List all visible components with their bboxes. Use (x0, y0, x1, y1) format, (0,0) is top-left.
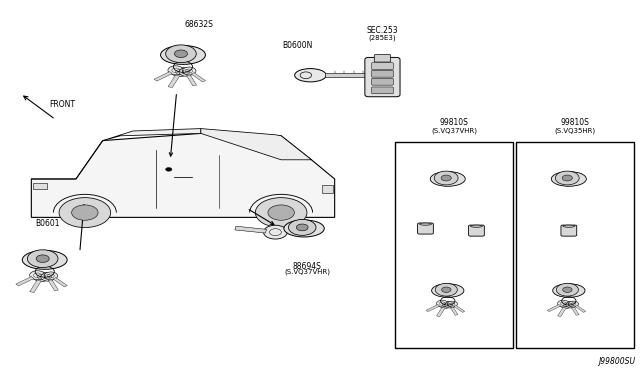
Circle shape (568, 301, 579, 307)
Text: (S.VQ37VHR): (S.VQ37VHR) (284, 268, 330, 275)
FancyBboxPatch shape (372, 63, 394, 70)
Ellipse shape (284, 220, 324, 237)
Polygon shape (168, 75, 180, 88)
Circle shape (33, 272, 50, 282)
Circle shape (441, 175, 451, 181)
FancyBboxPatch shape (417, 223, 433, 234)
Text: (S.VQ35HR): (S.VQ35HR) (555, 128, 596, 134)
Text: FRONT: FRONT (49, 100, 75, 109)
Polygon shape (547, 305, 561, 312)
Polygon shape (575, 305, 586, 312)
Circle shape (28, 250, 58, 267)
Circle shape (556, 283, 579, 296)
Bar (33, 183, 47, 189)
Circle shape (566, 302, 577, 308)
Ellipse shape (294, 68, 326, 82)
Circle shape (166, 167, 172, 171)
Polygon shape (451, 307, 458, 315)
Polygon shape (201, 129, 312, 160)
Ellipse shape (553, 284, 585, 297)
Polygon shape (426, 305, 440, 312)
Circle shape (435, 171, 458, 185)
Ellipse shape (419, 223, 431, 225)
Circle shape (436, 300, 448, 307)
Circle shape (560, 301, 573, 308)
FancyBboxPatch shape (561, 225, 577, 236)
Circle shape (41, 273, 55, 281)
Polygon shape (186, 75, 196, 86)
Circle shape (172, 67, 188, 77)
Circle shape (556, 171, 579, 185)
Polygon shape (102, 129, 201, 141)
Bar (516, 142, 634, 349)
FancyBboxPatch shape (372, 87, 394, 94)
Circle shape (289, 219, 316, 235)
Polygon shape (235, 226, 267, 233)
Text: J99800SU: J99800SU (598, 357, 636, 366)
Circle shape (557, 300, 569, 307)
Circle shape (168, 66, 184, 75)
Polygon shape (53, 278, 67, 287)
Circle shape (182, 67, 196, 75)
Circle shape (179, 68, 193, 76)
Circle shape (255, 198, 307, 228)
FancyBboxPatch shape (468, 225, 484, 236)
Circle shape (72, 205, 98, 220)
Text: 99810S: 99810S (561, 118, 589, 127)
Circle shape (264, 225, 287, 239)
Polygon shape (436, 307, 445, 317)
Polygon shape (557, 307, 566, 317)
Circle shape (563, 287, 572, 292)
Circle shape (439, 301, 451, 308)
Text: SEC.253: SEC.253 (367, 26, 398, 35)
Circle shape (435, 283, 458, 296)
Text: 99810S: 99810S (440, 118, 468, 127)
Ellipse shape (161, 45, 205, 64)
Polygon shape (154, 72, 172, 81)
Text: (S.VQ37VHR): (S.VQ37VHR) (431, 128, 477, 134)
Circle shape (59, 198, 111, 228)
Circle shape (445, 302, 456, 308)
Circle shape (562, 175, 572, 181)
FancyBboxPatch shape (372, 78, 394, 85)
Circle shape (29, 271, 45, 280)
Circle shape (175, 50, 188, 58)
Bar (324, 73, 374, 77)
Ellipse shape (22, 250, 67, 269)
Polygon shape (16, 277, 34, 286)
Circle shape (36, 255, 49, 262)
Polygon shape (48, 280, 58, 291)
Polygon shape (454, 305, 465, 312)
Polygon shape (31, 134, 335, 217)
Ellipse shape (551, 171, 586, 186)
Ellipse shape (470, 225, 483, 227)
Polygon shape (30, 280, 42, 292)
Circle shape (166, 45, 196, 62)
Polygon shape (191, 73, 205, 82)
Ellipse shape (563, 225, 575, 227)
Bar (322, 185, 333, 193)
Ellipse shape (431, 284, 464, 297)
Text: 88694S: 88694S (293, 262, 322, 272)
FancyBboxPatch shape (372, 70, 394, 77)
Text: 68632S: 68632S (184, 20, 213, 29)
FancyBboxPatch shape (365, 57, 400, 97)
FancyBboxPatch shape (374, 55, 390, 62)
Circle shape (447, 301, 458, 307)
Text: (285E3): (285E3) (369, 34, 396, 41)
Text: B0601: B0601 (36, 219, 60, 228)
Polygon shape (374, 73, 378, 77)
Circle shape (296, 224, 308, 231)
Text: B0600N: B0600N (282, 42, 313, 51)
Circle shape (44, 272, 58, 280)
Circle shape (442, 287, 451, 292)
Ellipse shape (430, 171, 465, 186)
Circle shape (268, 205, 294, 220)
Polygon shape (572, 307, 579, 315)
Bar (395, 142, 513, 349)
